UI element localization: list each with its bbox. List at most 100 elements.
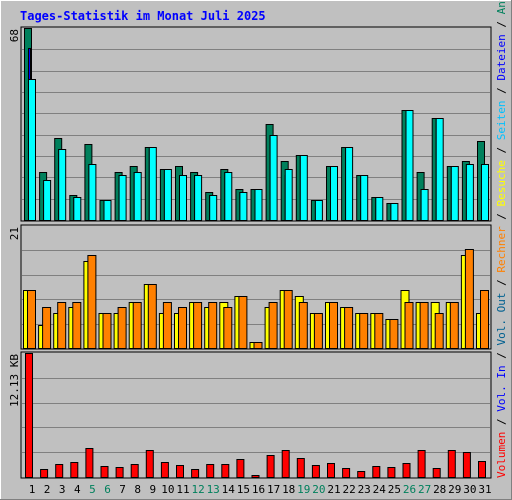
day-label-8: 8 [134, 483, 141, 496]
legend-dateien: Dateien [495, 34, 508, 80]
volume-bar-volumen-day-17 [266, 455, 275, 478]
volume-bar-volumen-day-4 [70, 462, 79, 478]
visits-bar-rechner-day-2 [42, 307, 52, 349]
volume-bar-volumen-day-7 [115, 467, 124, 478]
hits-bars [24, 28, 489, 221]
day-label-22: 22 [342, 483, 355, 496]
volume-bar-volumen-day-14 [221, 464, 230, 478]
volume-bar-volumen-day-29 [447, 450, 456, 478]
hits-bar-seiten-day-15 [239, 192, 248, 221]
volume-bar-volumen-day-10 [160, 462, 169, 478]
volume-bar-volumen-day-15 [236, 459, 245, 478]
day-label-30: 30 [463, 483, 476, 496]
visits-bar-rechner-day-12 [193, 302, 203, 349]
hits-bar-seiten-day-23 [360, 175, 369, 221]
day-label-2: 2 [44, 483, 51, 496]
legend-separator: / [495, 273, 508, 293]
day-label-21: 21 [327, 483, 340, 496]
volume-bar-volumen-day-3 [55, 464, 64, 478]
legend-vol-out: Vol. Out [495, 293, 508, 346]
hits-bar-seiten-day-29 [450, 166, 459, 221]
volume-bar-volumen-day-8 [130, 464, 139, 478]
hits-ymax-label: 68 [8, 29, 21, 42]
day-label-17: 17 [267, 483, 280, 496]
visits-bar-rechner-day-1 [27, 290, 36, 349]
volume-bar-volumen-day-13 [206, 464, 215, 478]
visits-bar-rechner-day-25 [389, 319, 399, 349]
legend-separator: / [495, 14, 508, 34]
day-label-10: 10 [161, 483, 174, 496]
hits-bar-seiten-day-11 [179, 175, 187, 221]
hits-bar-seiten-day-20 [314, 200, 323, 221]
hits-bar-seiten-day-5 [88, 164, 97, 221]
day-label-18: 18 [282, 483, 295, 496]
volume-bar-volumen-day-28 [432, 468, 441, 478]
day-label-28: 28 [433, 483, 446, 496]
day-label-11: 11 [176, 483, 189, 496]
visits-bar-rechner-day-31 [480, 290, 489, 349]
volume-ymax-label: 12.13 KB [8, 354, 21, 407]
volume-grid [22, 378, 490, 453]
volume-bar-volumen-day-21 [327, 463, 335, 478]
visits-bar-rechner-day-28 [434, 313, 444, 349]
day-label-24: 24 [373, 483, 387, 496]
volume-bar-volumen-day-26 [402, 463, 411, 478]
volume-bar-volumen-day-6 [100, 466, 109, 478]
day-label-6: 6 [104, 483, 111, 496]
volume-bar-volumen-day-9 [145, 450, 154, 478]
day-label-14: 14 [222, 483, 236, 496]
day-label-31: 31 [478, 483, 491, 496]
volume-bar-volumen-day-5 [85, 448, 94, 478]
volume-bar-volumen-day-2 [40, 469, 49, 478]
visits-bar-rechner-day-19 [298, 302, 308, 349]
hits-bar-seiten-day-2 [43, 180, 52, 221]
visits-bar-rechner-day-9 [147, 284, 157, 349]
day-label-7: 7 [119, 483, 126, 496]
legend-separator: / [495, 412, 508, 432]
volume-plot-area [20, 351, 492, 479]
visits-bar-rechner-day-7 [117, 307, 127, 349]
volume-bar-volumen-day-19 [296, 458, 305, 478]
volume-bar-volumen-day-30 [462, 452, 471, 478]
volume-bar-volumen-day-31 [478, 461, 486, 478]
legend-separator: / [495, 346, 508, 366]
day-label-1: 1 [29, 483, 36, 496]
visits-bar-rechner-day-20 [313, 313, 323, 349]
volume-bars [25, 353, 486, 478]
volume-bar-volumen-day-25 [387, 467, 396, 478]
chart-title: Tages-Statistik im Monat Juli 2025 [20, 9, 266, 23]
hits-bar-seiten-day-14 [224, 172, 233, 221]
vertical-legend: Volumen / Vol. In / Vol. Out / Rechner /… [495, 0, 508, 478]
hits-bar-seiten-day-26 [405, 110, 414, 221]
volume-bar-volumen-day-16 [251, 475, 260, 478]
day-label-12: 12 [191, 483, 204, 496]
hits-bar-seiten-day-25 [390, 203, 399, 221]
day-label-13: 13 [207, 483, 220, 496]
visits-bar-rechner-day-23 [359, 313, 369, 349]
hits-bar-seiten-day-12 [194, 175, 203, 221]
visits-bar-rechner-day-21 [329, 302, 338, 349]
hits-bar-seiten-day-1 [28, 79, 36, 221]
visits-bar-rechner-day-27 [419, 302, 429, 349]
legend-anfragen: Anfragen [495, 0, 508, 14]
hits-bar-seiten-day-30 [465, 164, 474, 221]
visits-panel: 21 [8, 224, 492, 350]
hits-bar-seiten-day-3 [58, 149, 67, 221]
visits-bar-rechner-day-13 [208, 302, 218, 349]
legend-rechner: Rechner [495, 226, 508, 273]
day-label-19: 19 [297, 483, 310, 496]
day-label-15: 15 [237, 483, 250, 496]
visits-bar-rechner-day-30 [464, 249, 474, 349]
day-label-5: 5 [89, 483, 96, 496]
day-label-26: 26 [403, 483, 416, 496]
hits-bar-seiten-day-8 [133, 172, 142, 221]
hits-bar-seiten-day-18 [284, 169, 293, 221]
volume-bar-volumen-day-11 [176, 465, 184, 478]
visits-bar-rechner-day-4 [72, 302, 82, 349]
hits-bar-seiten-day-17 [269, 135, 278, 221]
hits-bar-seiten-day-27 [420, 189, 429, 221]
visits-bar-rechner-day-15 [238, 296, 248, 349]
visits-bar-rechner-day-11 [178, 307, 187, 349]
visits-bar-rechner-day-16 [253, 342, 263, 349]
